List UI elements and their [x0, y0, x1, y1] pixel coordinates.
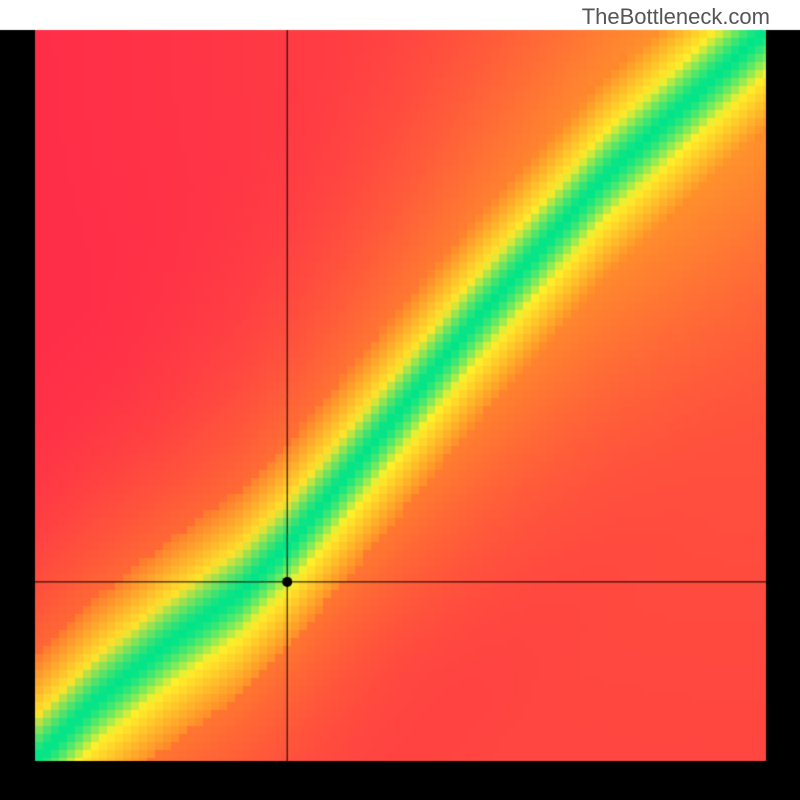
- watermark-text: TheBottleneck.com: [582, 4, 770, 30]
- chart-container: TheBottleneck.com: [0, 0, 800, 800]
- bottleneck-heatmap: [0, 0, 800, 800]
